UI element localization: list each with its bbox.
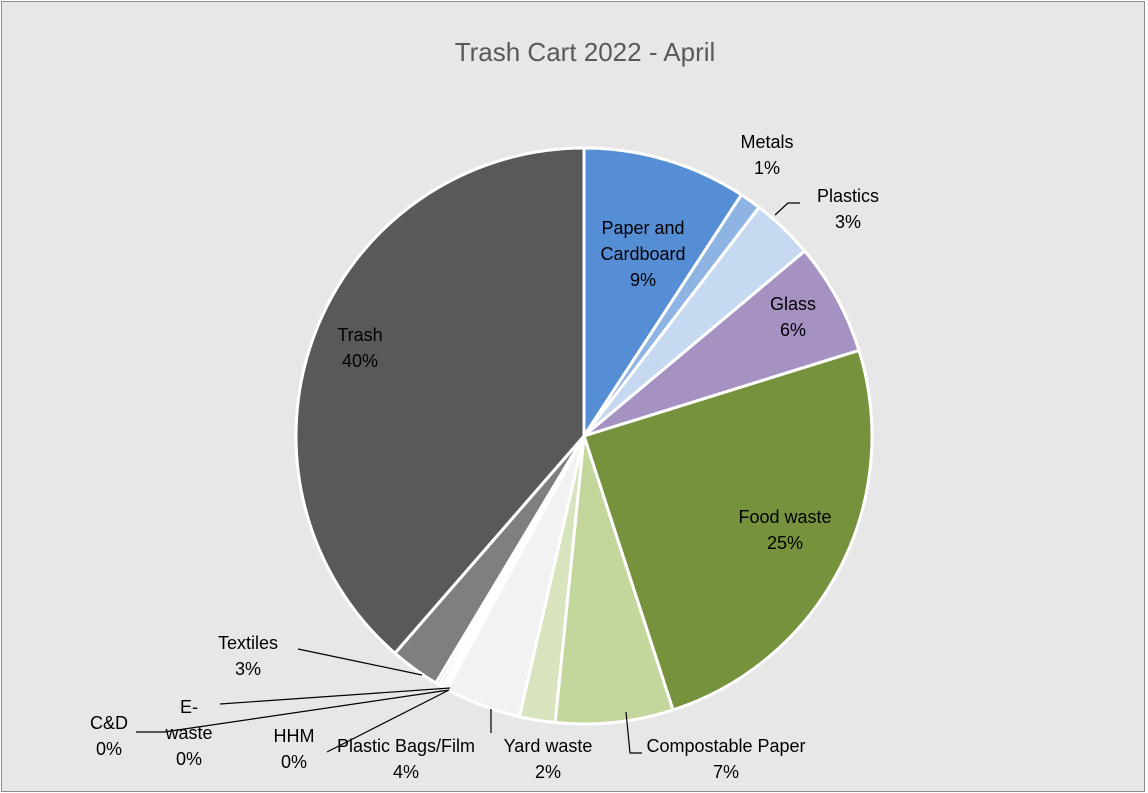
data-label-paper-and-cardboard: Paper and Cardboard 9%: [600, 218, 685, 290]
pie-slice-paper-and-cardboard: [582, 146, 743, 438]
data-label-glass: Glass 6%: [770, 294, 816, 340]
data-label-compostable-paper: Compostable Paper 7%: [646, 736, 805, 782]
data-label-metals: Metals 1%: [740, 132, 793, 178]
leader-line-textiles: [297, 648, 423, 676]
data-label-food-waste: Food waste 25%: [738, 507, 831, 553]
data-label-plastics: Plastics 3%: [817, 186, 879, 232]
data-label-c-d: C&D 0%: [90, 713, 128, 759]
data-label-plastic-bags-film: Plastic Bags/Film 4%: [337, 736, 475, 782]
data-label-e-waste: E-waste 0%: [164, 697, 212, 769]
leader-line-e-waste: [219, 687, 451, 705]
pie-slice-trash: [294, 146, 586, 655]
pie-slice-glass: [582, 249, 861, 438]
chart-title: Trash Cart 2022 - April: [455, 37, 716, 67]
data-label-hhm: HHM 0%: [274, 726, 315, 772]
leader-line-hhm: [326, 689, 450, 753]
leader-line-c-d: [136, 689, 450, 733]
pie-slice-compostable-paper: [553, 434, 675, 726]
leader-line-plastics: [774, 202, 800, 216]
pie-slice-food-waste: [582, 348, 874, 712]
leader-line-compostable-paper: [625, 711, 642, 754]
data-label-trash: Trash 40%: [337, 325, 382, 371]
data-label-textiles: Textiles 3%: [218, 633, 278, 679]
data-label-yard-waste: Yard waste 2%: [504, 736, 593, 782]
